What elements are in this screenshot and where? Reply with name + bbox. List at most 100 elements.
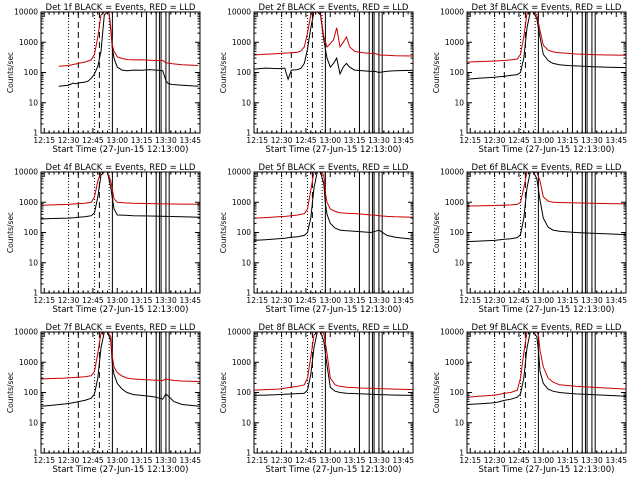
x-tick-label: 13:30 xyxy=(368,136,390,145)
y-tick-label: 10 xyxy=(241,98,251,107)
y-tick-label: 1000 xyxy=(19,358,38,367)
series-events xyxy=(58,12,199,87)
x-axis-label: Start Time (27-Jun-15 12:13:00) xyxy=(479,465,615,475)
x-tick-label: 13:00 xyxy=(532,136,554,145)
chart-panel-1: 1 10 100 1000 10000 12:15 12:30 12:45 13:00 13:15… xyxy=(6,3,201,155)
x-tick-label: 13:00 xyxy=(532,456,554,465)
x-tick-label: 12:15 xyxy=(459,136,481,145)
y-tick-label: 100 xyxy=(450,68,465,77)
y-tick-label: 10000 xyxy=(227,328,251,337)
time-marker-lines xyxy=(68,172,170,293)
x-tick-label: 12:30 xyxy=(484,136,506,145)
y-tick-label: 10000 xyxy=(440,8,464,17)
x-tick-label: 12:15 xyxy=(246,296,268,305)
x-tick-label: 12:30 xyxy=(271,296,293,305)
x-tick-label: 12:30 xyxy=(271,136,293,145)
chart-title: Det 3f BLACK = Events, RED = LLD xyxy=(472,3,622,13)
plot-frame xyxy=(253,171,414,294)
chart-panel-5: 1 10 100 1000 10000 12:15 12:30 12:45 13:00 13:15… xyxy=(219,163,414,315)
x-tick-label: 13:15 xyxy=(344,136,366,145)
y-tick-label: 100 xyxy=(237,388,252,397)
chart-title: Det 5f BLACK = Events, RED = LLD xyxy=(259,163,409,173)
y-tick-label: 1000 xyxy=(445,358,464,367)
chart-panel-4: 1 10 100 1000 10000 12:15 12:30 12:45 13:00 13:15… xyxy=(6,163,201,315)
series-events xyxy=(41,332,200,407)
x-tick-label: 13:30 xyxy=(155,136,177,145)
x-tick-label: 12:15 xyxy=(246,456,268,465)
series-lld xyxy=(254,172,413,219)
x-axis-label: Start Time (27-Jun-15 12:13:00) xyxy=(53,305,189,315)
y-tick-label: 10 xyxy=(28,98,38,107)
x-tick-label: 12:45 xyxy=(82,136,104,145)
x-tick-label: 12:30 xyxy=(484,456,506,465)
y-tick-label: 1 xyxy=(33,449,38,458)
x-axis-label: Start Time (27-Jun-15 12:13:00) xyxy=(266,145,402,155)
y-tick-label: 10 xyxy=(454,98,464,107)
y-axis-label: Counts/sec xyxy=(432,52,441,93)
time-marker-lines xyxy=(68,12,170,133)
chart-title: Det 4f BLACK = Events, RED = LLD xyxy=(46,163,196,173)
x-tick-label: 13:45 xyxy=(392,456,414,465)
x-tick-label: 13:30 xyxy=(155,296,177,305)
series-events xyxy=(467,12,626,80)
y-tick-label: 1 xyxy=(246,449,251,458)
chart-title: Det 8f BLACK = Events, RED = LLD xyxy=(259,323,409,333)
plot-frame xyxy=(466,331,627,454)
chart-title: Det 7f BLACK = Events, RED = LLD xyxy=(46,323,196,333)
x-tick-label: 12:15 xyxy=(33,136,55,145)
chart-panel-8: 1 10 100 1000 10000 12:15 12:30 12:45 13:00 13:15… xyxy=(219,323,414,475)
y-tick-label: 10 xyxy=(454,418,464,427)
x-tick-label: 12:45 xyxy=(295,136,317,145)
series-lld xyxy=(467,332,626,398)
x-axis-label: Start Time (27-Jun-15 12:13:00) xyxy=(266,305,402,315)
y-tick-label: 10000 xyxy=(14,328,38,337)
y-axis-label: Counts/sec xyxy=(432,212,441,253)
series-lld xyxy=(254,332,413,391)
y-tick-label: 1 xyxy=(33,129,38,138)
x-tick-label: 13:15 xyxy=(131,296,153,305)
x-tick-label: 13:45 xyxy=(179,296,201,305)
y-axis-label: Counts/sec xyxy=(6,372,15,413)
x-tick-label: 13:45 xyxy=(392,296,414,305)
x-tick-label: 13:00 xyxy=(106,456,128,465)
x-tick-label: 12:30 xyxy=(58,136,80,145)
x-tick-label: 13:30 xyxy=(581,456,603,465)
x-tick-label: 13:30 xyxy=(368,296,390,305)
x-tick-label: 12:15 xyxy=(33,296,55,305)
y-tick-label: 1000 xyxy=(232,358,251,367)
y-tick-label: 100 xyxy=(24,388,39,397)
x-tick-label: 13:00 xyxy=(319,136,341,145)
y-tick-label: 1 xyxy=(246,289,251,298)
x-tick-label: 13:45 xyxy=(179,136,201,145)
plot-frame xyxy=(466,11,627,134)
x-tick-label: 13:45 xyxy=(179,456,201,465)
y-tick-label: 10000 xyxy=(227,168,251,177)
x-tick-label: 13:15 xyxy=(557,136,579,145)
y-tick-label: 10000 xyxy=(440,328,464,337)
y-tick-label: 1000 xyxy=(232,198,251,207)
chart-title: Det 6f BLACK = Events, RED = LLD xyxy=(472,163,622,173)
x-tick-label: 13:30 xyxy=(155,456,177,465)
y-tick-label: 1 xyxy=(459,289,464,298)
x-tick-label: 12:45 xyxy=(508,296,530,305)
y-tick-label: 1000 xyxy=(445,38,464,47)
y-tick-label: 100 xyxy=(24,228,39,237)
x-tick-label: 12:30 xyxy=(271,456,293,465)
y-tick-label: 10 xyxy=(241,258,251,267)
chart-title: Det 1f BLACK = Events, RED = LLD xyxy=(46,3,196,13)
plot-frame xyxy=(466,171,627,294)
plot-frame xyxy=(253,331,414,454)
x-axis-label: Start Time (27-Jun-15 12:13:00) xyxy=(479,145,615,155)
y-tick-label: 10 xyxy=(28,418,38,427)
y-tick-label: 10000 xyxy=(227,8,251,17)
x-tick-label: 13:00 xyxy=(106,296,128,305)
x-tick-label: 12:15 xyxy=(459,296,481,305)
x-tick-label: 13:45 xyxy=(605,296,627,305)
x-tick-label: 12:15 xyxy=(459,456,481,465)
series-events xyxy=(41,172,200,220)
x-tick-label: 12:30 xyxy=(58,456,80,465)
y-tick-label: 10000 xyxy=(14,168,38,177)
y-tick-label: 100 xyxy=(450,228,465,237)
x-tick-label: 13:15 xyxy=(131,136,153,145)
